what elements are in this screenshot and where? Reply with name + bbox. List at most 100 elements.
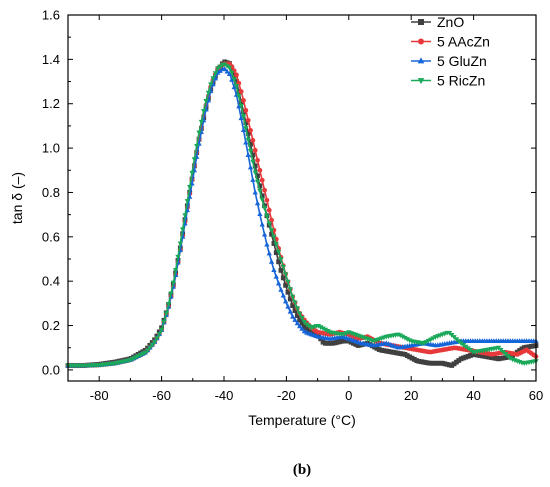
data-point [203,99,209,104]
data-point [262,187,267,193]
panel-label: (b) [293,462,311,478]
data-point [275,249,282,255]
data-point [465,346,471,352]
data-point [198,119,205,125]
data-point [182,213,188,219]
data-point [294,306,300,312]
data-point [273,250,279,256]
data-point [287,308,293,314]
data-point [285,303,291,309]
data-point [177,241,183,247]
x-tick-label: 0 [345,388,352,403]
data-point [402,335,408,341]
legend-label: 5 RicZn [437,73,485,89]
data-point [142,350,148,356]
data-point [290,303,296,308]
data-point [299,325,305,331]
data-point [238,89,244,94]
plot-frame [67,14,537,382]
data-point [252,189,258,195]
data-point [241,109,246,115]
data-point [280,275,286,281]
data-point [231,77,237,83]
data-point [247,164,254,170]
data-point [280,292,286,298]
data-point [287,296,293,302]
data-point [236,94,242,99]
data-point [285,279,291,285]
y-axis-title: tan δ (–) [9,172,25,224]
x-tick-label: -60 [152,388,171,403]
data-point [231,84,237,90]
data-point [264,214,270,220]
data-point [245,117,251,123]
y-tick-label: 1.0 [42,141,60,156]
data-point [264,197,270,203]
data-point [236,103,242,109]
data-point [151,340,158,345]
data-point [163,311,169,317]
data-point [234,79,239,84]
data-point [189,170,195,176]
data-point [170,280,176,286]
data-point [238,104,244,109]
data-point [245,130,251,136]
data-point [229,77,235,82]
data-point [154,336,160,342]
axis-layer: -80 -60 -40 -20 0 20 40 60 0.0 0.2 0.4 0.6 0.8 1.0 1.2… [42,8,543,404]
data-point [282,272,289,278]
data-point [299,320,305,326]
data-point [144,348,151,354]
data-point [280,264,286,270]
data-point [222,66,228,71]
data-point [278,257,284,263]
legend-item: 5 AAcZn [411,34,490,50]
data-point [322,327,329,333]
data-point [210,76,216,82]
data-point [259,193,265,199]
data-point [292,300,298,306]
data-point [254,179,261,185]
y-tick-label: 1.2 [42,96,60,111]
data-point [205,90,212,96]
y-tick-label: 1.6 [42,8,60,23]
data-point [318,325,324,331]
data-point [234,72,239,78]
data-point [248,127,253,133]
data-point [175,254,181,260]
data-point [266,207,272,213]
data-point [222,62,228,68]
data-point [226,65,233,71]
legend-label: ZnO [437,14,464,30]
data-point [245,152,251,157]
y-tick-label: 0.6 [42,229,60,244]
data-point [264,241,270,247]
data-point [243,107,249,113]
data-point [460,343,467,348]
legend-item: ZnO [411,14,464,30]
data-point [325,329,331,334]
data-point [458,341,464,347]
data-point [507,356,513,362]
legend-label: 5 AAcZn [437,34,490,50]
data-point [173,268,179,273]
data-point [224,64,230,69]
x-tick-label: 20 [404,388,418,403]
data-point [243,126,249,132]
data-point [248,141,253,147]
data-point [168,291,174,297]
data-point [255,173,260,179]
data-point [266,221,272,227]
data-point [269,231,274,237]
data-point [404,337,410,342]
data-point [292,317,298,322]
data-point [306,324,312,329]
data-point [241,98,246,103]
data-point [304,322,310,328]
data-point [257,188,263,194]
data-point [259,221,265,227]
legend-marker [417,78,425,85]
data-point [397,333,403,339]
data-point [252,170,258,176]
data-point [194,143,200,149]
